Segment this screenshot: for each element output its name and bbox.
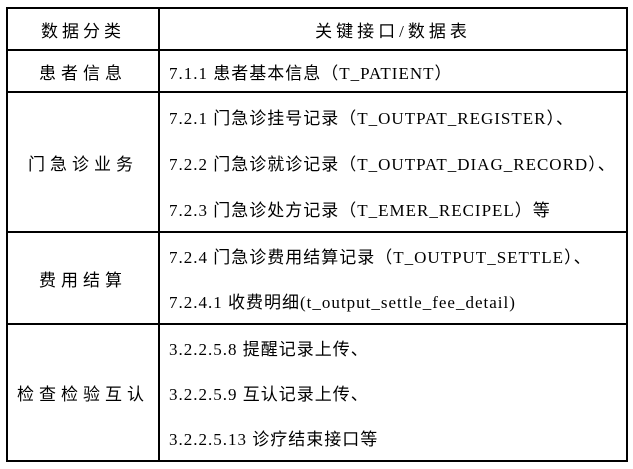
item-line: 3.2.2.5.8 提醒记录上传、 <box>169 340 369 359</box>
items-cell-fee-settlement: 7.2.4 门急诊费用结算记录（T_OUTPUT_SETTLE）、 7.2.4.… <box>160 233 626 325</box>
category-cell-patient-info: 患者信息 <box>8 51 160 93</box>
item-line: 7.2.4 门急诊费用结算记录（T_OUTPUT_SETTLE）、 <box>169 248 592 267</box>
category-cell-outpatient-business: 门急诊业务 <box>8 93 160 233</box>
category-label: 检查检验互认 <box>17 385 149 404</box>
category-cell-fee-settlement: 费用结算 <box>8 233 160 325</box>
header-cell-interfaces: 关键接口/数据表 <box>160 9 626 51</box>
header-interfaces-label: 关键接口/数据表 <box>315 21 471 41</box>
item-line: 3.2.2.5.13 诊疗结束接口等 <box>169 430 379 449</box>
header-category-label: 数据分类 <box>41 21 125 41</box>
category-label: 费用结算 <box>39 270 127 290</box>
item-line: 7.2.1 门急诊挂号记录（T_OUTPAT_REGISTER）、 <box>169 108 574 128</box>
header-cell-category: 数据分类 <box>8 9 160 51</box>
category-label: 门急诊业务 <box>28 154 138 174</box>
item-line: 3.2.2.5.9 互认记录上传、 <box>169 385 369 404</box>
item-line: 7.2.3 门急诊处方记录（T_EMER_RECIPEL）等 <box>169 200 551 220</box>
category-label: 患者信息 <box>39 63 127 83</box>
items-cell-outpatient-business: 7.2.1 门急诊挂号记录（T_OUTPAT_REGISTER）、 7.2.2 … <box>160 93 626 233</box>
data-classification-table: 数据分类 关键接口/数据表 患者信息 7.1.1 患者基本信息（T_PATIEN… <box>6 7 628 462</box>
category-cell-mutual-recognition: 检查检验互认 <box>8 325 160 460</box>
item-line: 7.2.4.1 收费明细(t_output_settle_fee_detail) <box>169 293 516 312</box>
items-cell-patient-info: 7.1.1 患者基本信息（T_PATIENT） <box>160 51 626 93</box>
item-line: 7.2.2 门急诊就诊记录（T_OUTPAT_DIAG_RECORD）、 <box>169 154 616 174</box>
items-cell-mutual-recognition: 3.2.2.5.8 提醒记录上传、 3.2.2.5.9 互认记录上传、 3.2.… <box>160 325 626 460</box>
item-line: 7.1.1 患者基本信息（T_PATIENT） <box>169 63 453 83</box>
